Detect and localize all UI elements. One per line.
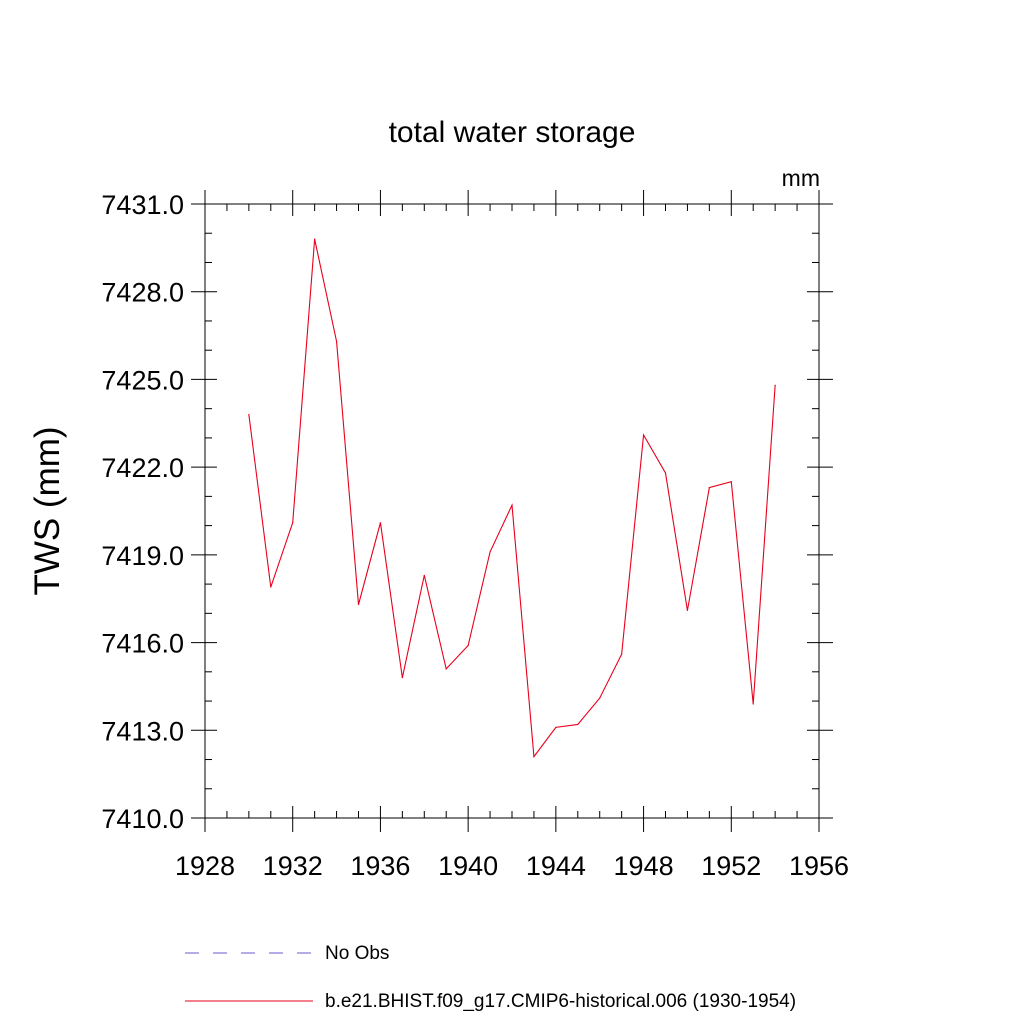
x-tick-label: 1936 — [350, 851, 410, 881]
y-tick-label: 7428.0 — [101, 278, 184, 308]
y-axis: 7410.0 7413.0 7416.0 7419.0 7422.0 7425.0 7428… — [101, 190, 833, 834]
data-point — [664, 472, 667, 474]
y-tick-label: 7422.0 — [101, 453, 184, 483]
data-point — [708, 487, 710, 489]
legend-label: No Obs — [325, 943, 389, 964]
data-point — [379, 522, 382, 524]
y-axis-label: TWS (mm) — [28, 426, 67, 595]
data-point — [248, 413, 250, 416]
data-point — [533, 756, 535, 758]
x-tick-label: 1944 — [526, 851, 586, 881]
data-point — [686, 609, 689, 612]
data-point — [642, 434, 645, 436]
x-tick-label: 1940 — [438, 851, 498, 881]
data-point — [511, 504, 513, 506]
x-tick-label: 1952 — [701, 851, 761, 881]
data-point — [467, 644, 469, 647]
x-tick-label: 1956 — [789, 851, 849, 881]
data-point — [621, 653, 623, 655]
data-point — [599, 697, 601, 699]
legend-label: b.e21.BHIST.f09_g17.CMIP6-historical.006… — [325, 991, 796, 1012]
data-point — [401, 677, 403, 679]
data-point — [292, 522, 294, 524]
data-point — [752, 703, 754, 705]
data-point — [730, 481, 732, 483]
y-tick-label: 7431.0 — [101, 190, 184, 220]
data-point — [335, 340, 338, 343]
series-layer — [248, 238, 776, 759]
data-point — [423, 574, 425, 576]
data-point — [357, 603, 360, 606]
chart-title: total water storage — [389, 116, 636, 149]
x-tick-label: 1948 — [614, 851, 674, 881]
x-tick-label: 1932 — [263, 851, 323, 881]
series-line — [248, 238, 776, 759]
y-tick-label: 7419.0 — [101, 541, 184, 571]
data-point — [445, 668, 447, 670]
x-tick-label: 1928 — [175, 851, 235, 881]
data-point — [314, 238, 316, 240]
legend: No Obs b.e21.BHIST.f09_g17.CMIP6-historic… — [185, 943, 796, 1012]
data-point — [270, 586, 272, 588]
data-point — [555, 726, 557, 728]
y-tick-label: 7410.0 — [101, 804, 184, 834]
y-tick-label: 7425.0 — [101, 365, 184, 395]
data-point — [489, 551, 491, 553]
y-tick-label: 7416.0 — [101, 629, 184, 659]
y-tick-label: 7413.0 — [101, 716, 184, 746]
x-axis: 1928 1932 1936 1940 1944 1948 1952 1956 — [175, 190, 849, 881]
units-label: mm — [782, 165, 820, 191]
data-point — [577, 723, 579, 726]
data-point — [774, 384, 776, 386]
